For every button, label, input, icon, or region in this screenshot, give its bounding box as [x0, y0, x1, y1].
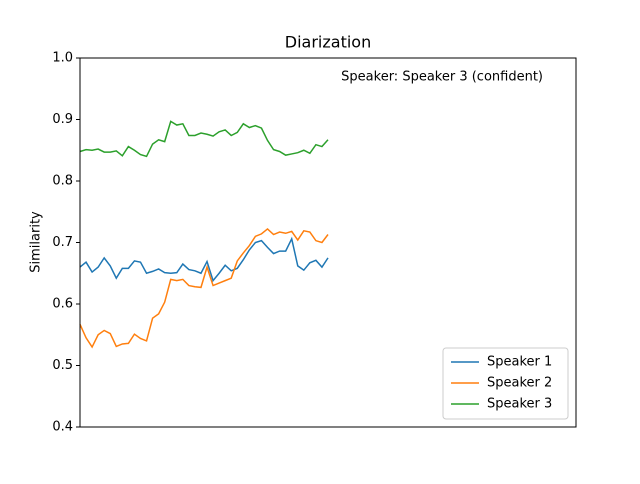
y-tick-label: 0.4 [52, 420, 73, 435]
chart-title: Diarization [285, 33, 371, 52]
y-axis-label: Similarity [29, 211, 44, 273]
line-series [79, 236, 329, 283]
y-tick-label: 0.9 [52, 112, 73, 127]
annotation: Speaker: Speaker 3 (confident) [341, 70, 543, 85]
y-tick-label: 1.0 [52, 51, 73, 66]
legend-label: Speaker 2 [487, 376, 552, 391]
line-series [79, 227, 329, 349]
legend-label: Speaker 3 [487, 397, 552, 412]
y-tick-label: 0.6 [52, 297, 73, 312]
legend-box [442, 347, 569, 420]
legend-label: Speaker 1 [487, 355, 552, 370]
plot-frame [79, 57, 577, 428]
y-tick-label: 0.8 [52, 174, 73, 189]
y-tick-label: 0.7 [52, 235, 73, 250]
line-series [79, 120, 329, 158]
y-tick-label: 0.5 [52, 358, 73, 373]
